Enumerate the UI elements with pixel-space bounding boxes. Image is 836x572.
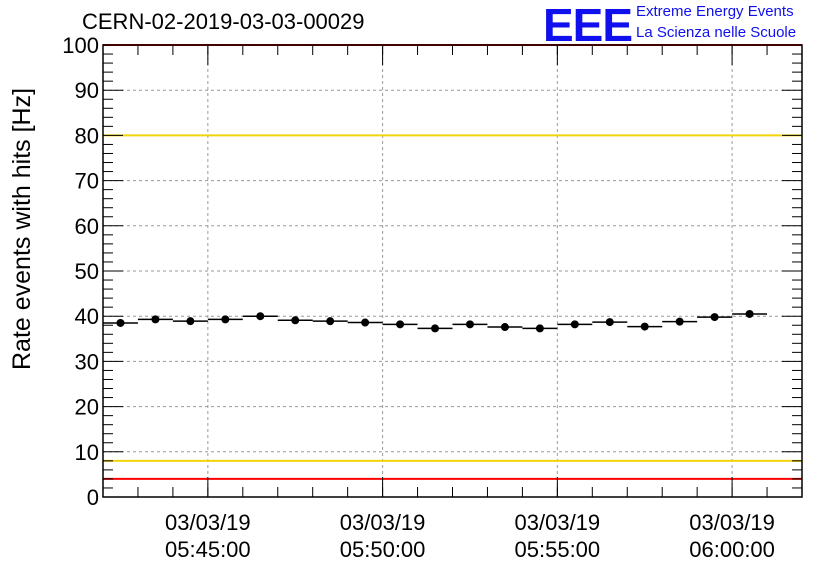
- y-tick-label: 50: [75, 259, 99, 284]
- data-point: [431, 324, 440, 333]
- data-point: [116, 318, 125, 327]
- axis-labels: 010203040506070809010003/03/1905:45:0003…: [62, 33, 775, 562]
- y-tick-label: 40: [75, 304, 99, 329]
- grid: [103, 45, 802, 497]
- data-point: [291, 316, 300, 325]
- data-point: [361, 318, 370, 327]
- data-point: [221, 315, 230, 324]
- axis-ticks: [102, 44, 803, 498]
- data-point: [326, 317, 335, 326]
- plot-frame: [102, 44, 803, 498]
- chart-title: CERN-02-2019-03-03-00029: [82, 9, 365, 34]
- y-tick-label: 80: [75, 123, 99, 148]
- x-tick-label-time: 05:45:00: [165, 537, 251, 562]
- logo-line-1: Extreme Energy Events: [636, 3, 794, 20]
- y-tick-label: 60: [75, 214, 99, 239]
- x-tick-label-date: 03/03/19: [165, 510, 251, 535]
- data-point: [186, 317, 195, 326]
- data-point: [640, 322, 649, 331]
- y-tick-label: 20: [75, 395, 99, 420]
- data-point: [500, 323, 509, 332]
- y-tick-label: 0: [87, 485, 99, 510]
- x-tick-label-time: 05:50:00: [340, 537, 426, 562]
- x-tick-label-time: 05:55:00: [515, 537, 601, 562]
- y-tick-label: 10: [75, 440, 99, 465]
- data-point: [396, 320, 405, 329]
- data-point: [745, 309, 754, 318]
- data-point: [256, 312, 265, 321]
- y-tick-label: 90: [75, 78, 99, 103]
- data-point: [151, 315, 160, 324]
- x-tick-label-date: 03/03/19: [689, 510, 775, 535]
- data-series: [103, 309, 768, 333]
- x-tick-label-time: 06:00:00: [689, 537, 775, 562]
- eee-logo: EEE: [543, 0, 633, 51]
- data-point: [570, 320, 579, 329]
- y-tick-label: 30: [75, 349, 99, 374]
- data-point: [535, 324, 544, 333]
- y-tick-label: 70: [75, 169, 99, 194]
- x-tick-label-date: 03/03/19: [515, 510, 601, 535]
- x-tick-label-date: 03/03/19: [340, 510, 426, 535]
- y-tick-label: 100: [62, 33, 99, 58]
- data-point: [605, 318, 614, 327]
- logo-line-2: La Scienza nelle Scuole: [636, 24, 797, 41]
- data-point: [675, 317, 684, 326]
- data-point: [465, 320, 474, 329]
- data-point: [710, 313, 719, 322]
- y-axis-label: Rate events with hits [Hz]: [8, 87, 36, 370]
